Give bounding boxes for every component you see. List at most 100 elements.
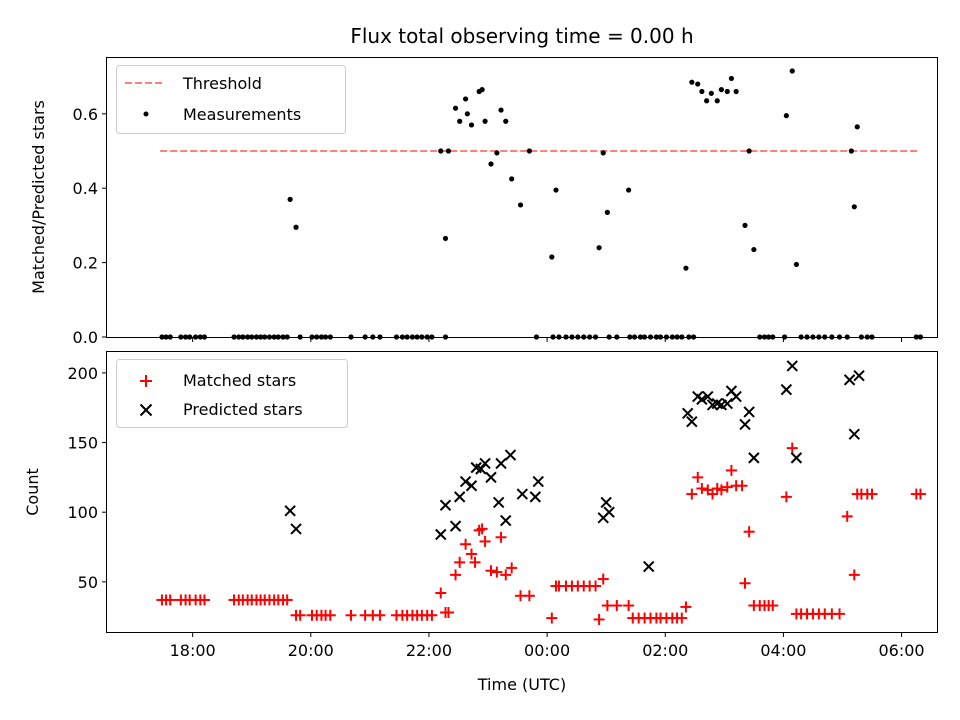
matched-star-point [680, 601, 692, 613]
predicted-star-point [702, 390, 714, 403]
measurement-point [498, 107, 504, 113]
matched-star-point [198, 594, 210, 606]
measurement-point [626, 187, 632, 193]
predicted-legend-swatch [139, 403, 153, 417]
matched-star-point [523, 590, 535, 602]
predicted-star-point [848, 428, 861, 440]
predicted-star-point [449, 520, 462, 532]
bottom-data-points [156, 360, 926, 625]
predicted-star-point [504, 449, 517, 461]
top-legend: Threshold Measurements [116, 65, 346, 134]
measurement-point [488, 161, 494, 167]
matched-star-point [590, 580, 602, 592]
predicted-star-point [495, 457, 507, 470]
matched-star-point [469, 556, 481, 568]
measurement-point [683, 265, 689, 271]
matched-star-point [725, 464, 737, 476]
predicted-star-point [730, 390, 742, 403]
matched-star-point [676, 612, 688, 624]
predicted-star-point [500, 514, 512, 527]
predicted-star-point [465, 480, 478, 492]
predicted-star-point [853, 369, 865, 382]
predicted-star-point [600, 496, 612, 509]
predicted-star-point [439, 499, 452, 511]
matched-legend-swatch [140, 375, 152, 387]
matched-star-point [597, 573, 609, 585]
predicted-star-point [529, 491, 541, 503]
measurement-point [468, 122, 475, 128]
predicted-star-point [748, 452, 760, 464]
matched-star-point [435, 587, 447, 599]
bottom-y-tick-label: 100 [67, 503, 98, 522]
matched-star-point [450, 569, 462, 581]
measurement-point [462, 96, 469, 102]
matched-star-point [736, 480, 748, 492]
matched-legend-label: Matched stars [183, 371, 296, 390]
predicted-star-point [780, 383, 793, 396]
matched-star-point [834, 608, 846, 620]
bottom-legend: Matched stars Predicted stars [116, 359, 348, 428]
matched-star-point [164, 594, 176, 606]
top-y-tick-label: 0.6 [73, 105, 98, 124]
measurement-point [742, 222, 748, 228]
measurement-point [526, 148, 532, 154]
bottom-axes-ticks: 18:00 20:00 22:00 00:00 02:00 04:00 06:00 50 100… [67, 364, 924, 660]
predicted-star-point [721, 397, 733, 410]
bottom-x-tick-label: 18:00 [170, 641, 216, 660]
predicted-star-point [453, 491, 466, 503]
matched-star-point [848, 569, 860, 581]
predicted-star-point [696, 393, 708, 406]
predicted-star-point [532, 475, 544, 488]
matched-star-point [442, 606, 454, 618]
top-y-axis-label: Matched/Predicted stars [29, 100, 48, 294]
measurement-point [442, 235, 449, 242]
measurement-point [553, 187, 559, 193]
predicted-star-point [459, 475, 472, 488]
measurement-point [479, 87, 485, 93]
predicted-legend-label: Predicted stars [183, 400, 303, 419]
bottom-y-axis-label: Count [23, 468, 42, 516]
measurement-point [464, 111, 470, 117]
bottom-x-tick-label: 00:00 [524, 641, 570, 660]
measurement-point [746, 148, 752, 154]
top-chart-title: Flux total observing time = 0.00 h [350, 24, 693, 48]
matched-star-point [324, 609, 336, 621]
measurement-point [549, 254, 555, 260]
measurement-point [452, 105, 459, 111]
matched-star-point [485, 565, 497, 577]
measurement-point [724, 88, 730, 95]
measurement-point [695, 81, 701, 87]
matched-star-point [491, 566, 503, 578]
matched-star-point [495, 531, 507, 543]
bottom-x-axis-label: Time (UTC) [477, 675, 566, 694]
matched-star-point [454, 556, 466, 568]
matched-star-point [780, 491, 792, 503]
matched-star-point [743, 526, 755, 538]
bottom-y-tick-label: 50 [78, 573, 98, 592]
matched-star-point [696, 483, 708, 495]
matched-star-point [426, 609, 438, 621]
predicted-star-point [485, 471, 497, 484]
measurement-point [600, 150, 606, 156]
predicted-star-point [284, 505, 296, 517]
matched-star-point [500, 569, 512, 581]
measurement-point [287, 196, 293, 202]
measurement-point [714, 98, 720, 104]
measurement-point [596, 245, 602, 251]
measurement-point [689, 79, 695, 85]
matched-star-point [593, 613, 605, 625]
matched-star-point [739, 577, 751, 589]
predicted-star-point [786, 360, 798, 372]
matched-star-point [281, 594, 293, 606]
measurement-point [293, 224, 299, 230]
measurement-point [494, 150, 500, 156]
measurement-point [509, 176, 515, 182]
matched-star-point [623, 600, 635, 612]
measurement-point [854, 124, 860, 130]
measurement-point [851, 204, 857, 210]
matched-star-point [715, 484, 727, 496]
measurement-point [699, 88, 705, 95]
measurement-point [733, 88, 739, 95]
matched-star-point [374, 609, 386, 621]
measurements-legend-swatch [143, 111, 149, 117]
